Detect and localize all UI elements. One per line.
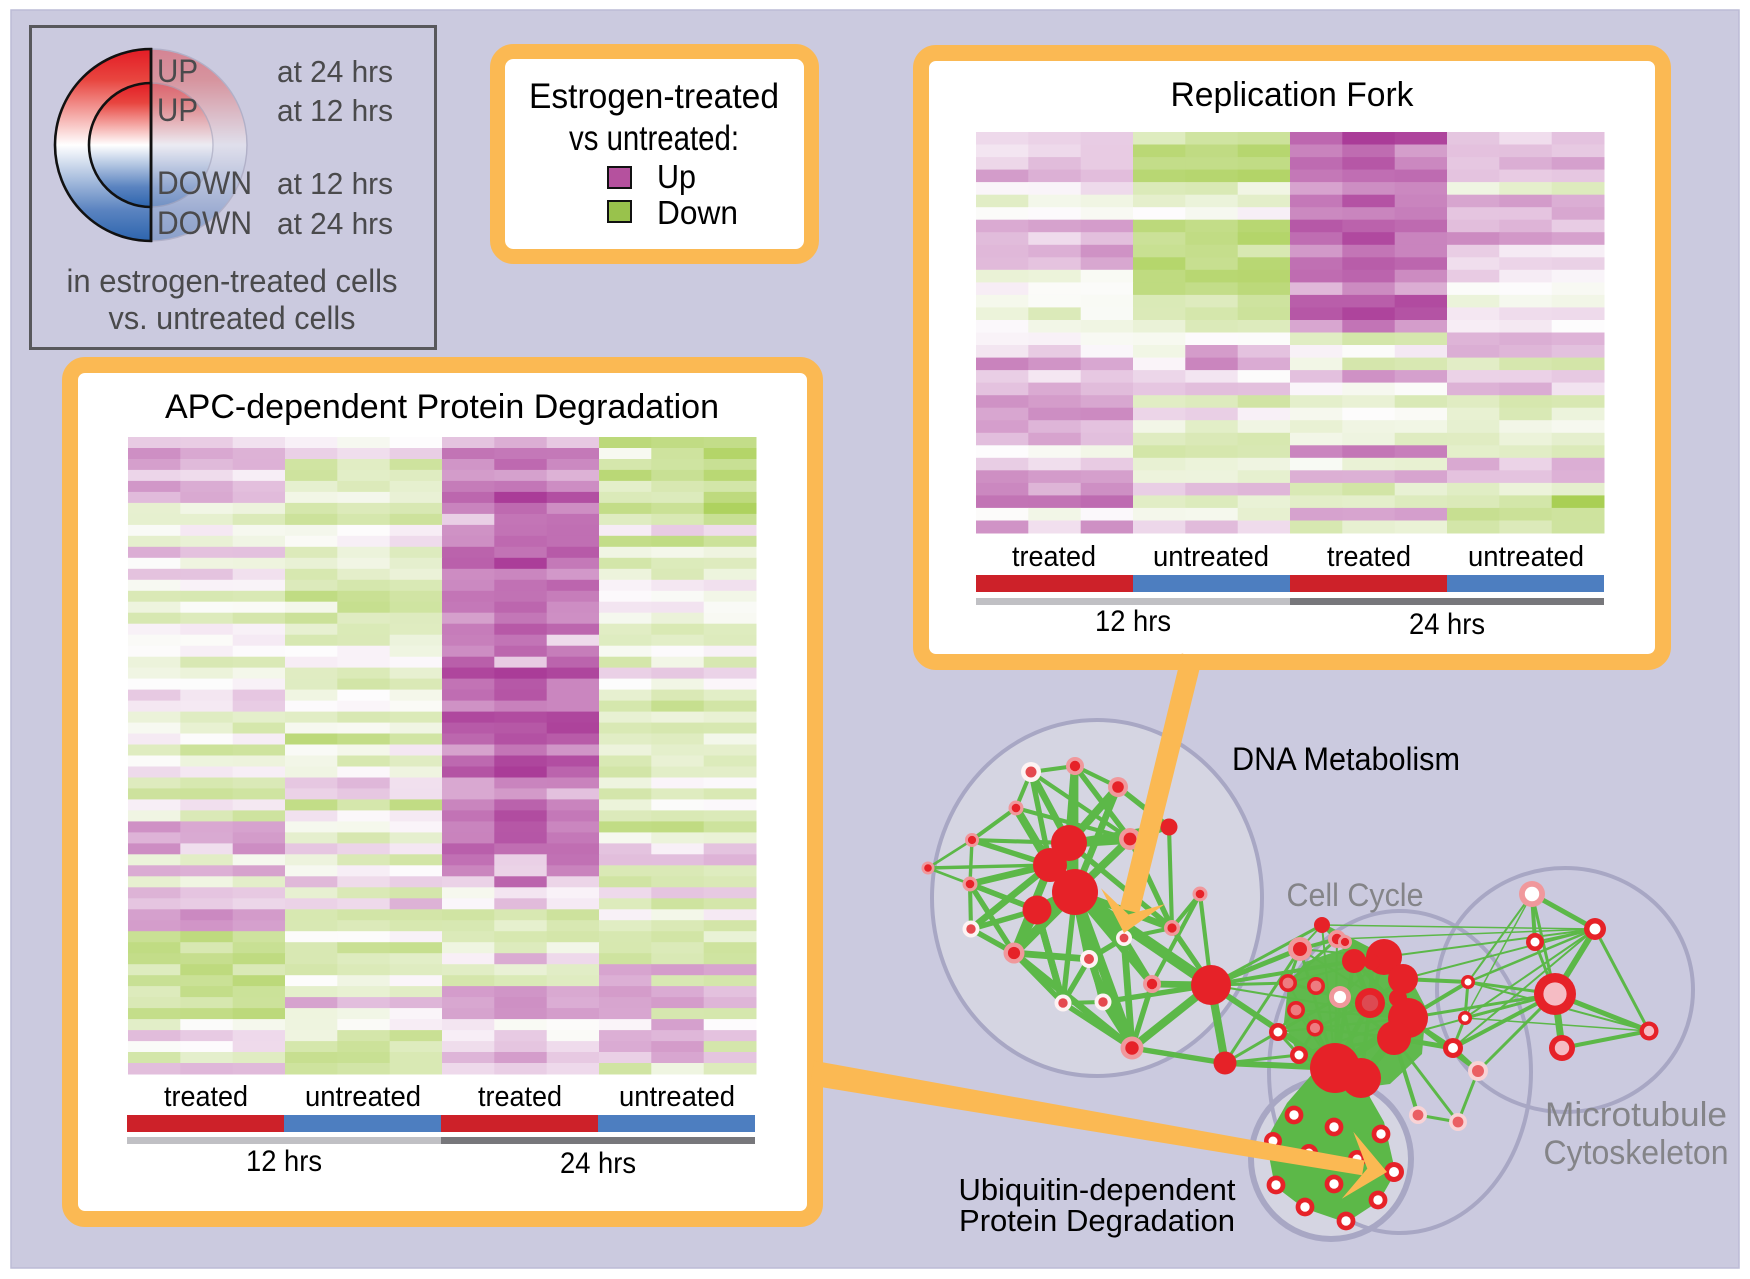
svg-text:untreated: untreated	[619, 1081, 735, 1113]
svg-text:in estrogen-treated cells: in estrogen-treated cells	[67, 263, 398, 299]
svg-text:untreated: untreated	[1153, 541, 1269, 573]
svg-text:Estrogen-treated: Estrogen-treated	[529, 77, 779, 116]
svg-text:Down: Down	[657, 194, 738, 231]
svg-text:Cytoskeleton: Cytoskeleton	[1544, 1134, 1729, 1172]
svg-text:UP: UP	[157, 53, 198, 89]
svg-text:24 hrs: 24 hrs	[560, 1147, 636, 1180]
svg-text:treated: treated	[164, 1081, 248, 1113]
svg-text:UP: UP	[157, 92, 198, 128]
svg-text:DNA Metabolism: DNA Metabolism	[1232, 741, 1460, 777]
svg-text:treated: treated	[1012, 541, 1096, 573]
svg-text:12 hrs: 12 hrs	[246, 1145, 322, 1178]
svg-text:DOWN: DOWN	[157, 165, 252, 201]
svg-text:12 hrs: 12 hrs	[1095, 605, 1171, 638]
svg-text:Up: Up	[657, 158, 696, 195]
svg-text:at 24 hrs: at 24 hrs	[277, 206, 393, 241]
svg-text:Replication Fork: Replication Fork	[1171, 76, 1415, 114]
svg-text:treated: treated	[1327, 541, 1411, 573]
svg-text:Microtubule: Microtubule	[1545, 1096, 1727, 1134]
svg-text:APC-dependent Protein Degradat: APC-dependent Protein Degradation	[165, 388, 719, 426]
svg-text:vs. untreated cells: vs. untreated cells	[109, 300, 356, 336]
svg-text:at 12 hrs: at 12 hrs	[277, 93, 393, 128]
svg-text:Cell Cycle: Cell Cycle	[1287, 877, 1424, 913]
svg-text:vs untreated:: vs untreated:	[569, 119, 739, 158]
svg-text:Protein Degradation: Protein Degradation	[959, 1203, 1235, 1238]
svg-text:DOWN: DOWN	[157, 205, 252, 241]
svg-text:untreated: untreated	[1468, 541, 1584, 573]
svg-text:at 12 hrs: at 12 hrs	[277, 166, 393, 201]
svg-text:treated: treated	[478, 1081, 562, 1113]
svg-text:at 24 hrs: at 24 hrs	[277, 54, 393, 89]
svg-text:24 hrs: 24 hrs	[1409, 608, 1485, 641]
svg-text:untreated: untreated	[305, 1081, 421, 1113]
svg-text:Ubiquitin-dependent: Ubiquitin-dependent	[959, 1172, 1236, 1207]
